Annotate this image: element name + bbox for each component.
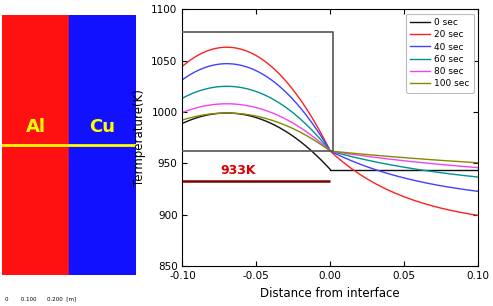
40 sec [327,149,333,153]
Line: 40 sec: 40 sec [182,64,330,151]
40 sec [305,115,311,119]
Text: 0       0.100      0.200  [m]: 0 0.100 0.200 [m] [5,296,76,301]
60 sec [314,134,320,137]
100 sec [224,111,230,115]
40 sec [180,77,186,81]
0 sec [314,154,320,158]
Line: 20 sec: 20 sec [182,47,330,151]
Line: 100 sec: 100 sec [182,113,330,151]
100 sec [305,134,311,138]
40 sec [271,80,277,83]
Y-axis label: Termperature(K): Termperature(K) [133,89,146,186]
60 sec [224,84,230,88]
0 sec [179,121,185,125]
0 sec [305,146,311,149]
20 sec [305,109,311,112]
0 sec [268,121,274,125]
Line: 0 sec: 0 sec [182,113,330,170]
80 sec [179,111,185,114]
60 sec [271,98,277,101]
100 sec [314,140,320,144]
60 sec [180,96,186,100]
Text: 933K: 933K [221,164,256,177]
40 sec [179,78,185,82]
Text: Al: Al [26,118,46,136]
Legend: 0 sec, 20 sec, 40 sec, 60 sec, 80 sec, 100 sec: 0 sec, 20 sec, 40 sec, 60 sec, 80 sec, 1… [406,14,474,92]
Line: 80 sec: 80 sec [182,104,330,151]
Bar [2,15,69,275]
60 sec [327,149,333,153]
80 sec [224,102,230,106]
60 sec [268,96,274,100]
60 sec [179,96,185,100]
80 sec [327,149,333,153]
80 sec [271,111,277,115]
100 sec [180,118,186,122]
20 sec [314,124,320,128]
100 sec [327,149,333,153]
100 sec [268,118,274,122]
20 sec [180,64,186,68]
100 sec [179,118,185,122]
60 sec [305,124,311,128]
100 sec [271,119,277,123]
40 sec [268,77,274,81]
80 sec [314,138,320,141]
Text: Cu: Cu [89,118,115,136]
0 sec [268,121,274,125]
40 sec [224,62,230,65]
0 sec [180,121,186,125]
100 sec [268,118,274,121]
X-axis label: Distance from interface: Distance from interface [260,287,400,300]
0 sec [224,111,230,115]
60 sec [268,96,274,100]
Bar [69,15,136,275]
20 sec [268,64,274,68]
Line: 60 sec: 60 sec [182,86,330,151]
20 sec [327,149,333,153]
20 sec [268,64,274,68]
0 sec [271,123,277,126]
40 sec [314,128,320,132]
80 sec [268,110,274,114]
80 sec [268,110,274,114]
20 sec [179,65,185,68]
0 sec [327,168,333,171]
20 sec [224,45,230,49]
40 sec [268,78,274,81]
80 sec [180,110,186,114]
20 sec [271,66,277,70]
80 sec [305,131,311,134]
